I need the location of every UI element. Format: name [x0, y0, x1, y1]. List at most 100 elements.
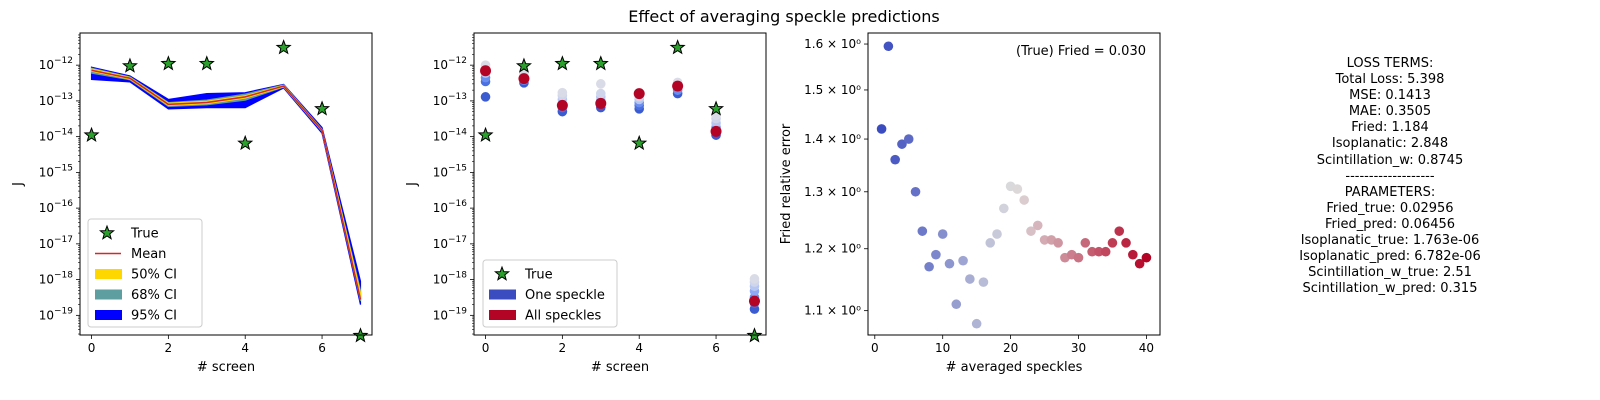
one-speckle-point — [749, 274, 760, 284]
error-point — [931, 249, 941, 260]
all-speckles-point — [518, 73, 530, 85]
y-tick-label: 1.6 × 10⁰ — [804, 37, 861, 51]
legend-ci-swatch — [95, 269, 122, 279]
x-tick-label: 0 — [871, 341, 879, 355]
error-point — [903, 134, 914, 144]
error-point — [890, 154, 900, 165]
true-star — [669, 39, 686, 55]
loss-line: Isoplanatic_true: 1.763e-06 — [1300, 233, 1480, 249]
all-speckles-point — [672, 80, 684, 92]
true-star — [515, 57, 532, 73]
loss-line: Scintillation_w_pred: 0.315 — [1302, 281, 1478, 297]
legend-label: True — [524, 268, 553, 283]
all-speckles-point — [748, 295, 760, 307]
y-tick-label: 1.4 × 10⁰ — [804, 132, 861, 146]
error-point — [1080, 238, 1091, 248]
y-tick-label: 10−13 — [433, 92, 467, 108]
legend-label: 95% CI — [131, 309, 177, 324]
loss-line: ------------------- — [1345, 168, 1435, 184]
error-point — [985, 238, 996, 248]
y-tick-label: 10−14 — [39, 128, 74, 144]
error-point — [1087, 246, 1097, 257]
error-point — [1128, 249, 1138, 260]
one-speckle-point — [557, 87, 568, 98]
error-point — [1114, 226, 1125, 236]
true-star — [631, 134, 648, 151]
x-axis-label: # averaged speckles — [946, 360, 1083, 375]
error-point — [1032, 220, 1043, 231]
legend-swatch — [489, 289, 516, 300]
x-tick-label: 4 — [241, 341, 249, 355]
error-point — [1100, 246, 1111, 257]
y-tick-label: 10−16 — [433, 199, 468, 215]
error-point — [992, 229, 1002, 239]
legend-box — [482, 259, 618, 328]
x-tick-label: 2 — [165, 341, 173, 355]
error-point — [917, 226, 928, 236]
legend-label: 68% CI — [131, 288, 177, 303]
loss-line: Total Loss: 5.398 — [1335, 72, 1445, 88]
chart-panel-1: 10−12 10−13 10−14 10−15 10−16 10−17 10−18 10−19… — [11, 32, 373, 375]
y-tick-label: 1.5 × 10⁰ — [804, 83, 861, 97]
one-speckle-point — [595, 88, 606, 99]
loss-terms-panel: LOSS TERMS: Total Loss: 5.398 MSE: 0.1413 M… — [1240, 56, 1540, 297]
x-axis-label: # screen — [591, 360, 649, 375]
x-tick-label: 40 — [1139, 341, 1154, 355]
legend-label: All speckles — [525, 309, 602, 324]
loss-line: Fried_pred: 0.06456 — [1324, 216, 1456, 232]
axes-frame — [473, 32, 767, 336]
chart-panel-3: 1.1 × 10⁰ 1.2 × 10⁰ 1.3 × 10⁰ 1.4 × 10⁰ 1.5 … — [779, 32, 1161, 375]
y-axis-label: Fried relative error — [779, 123, 794, 244]
error-point — [924, 261, 934, 272]
legend-ci-swatch — [95, 289, 122, 300]
true-star — [237, 134, 254, 151]
ci95-band — [90, 66, 362, 305]
one-speckle-point — [595, 79, 606, 89]
error-point — [958, 255, 968, 266]
error-point — [1012, 184, 1023, 194]
true-star — [198, 55, 215, 71]
y-tick-label: 10−14 — [433, 128, 468, 144]
x-tick-label: 0 — [482, 341, 490, 355]
x-tick-label: 6 — [712, 341, 720, 355]
y-tick-label: 10−13 — [39, 92, 73, 108]
x-tick-label: 2 — [559, 341, 567, 355]
y-tick-label: 10−12 — [39, 56, 73, 72]
chart-panel-2: 10−12 10−13 10−14 10−15 10−16 10−17 10−18 10−19… — [405, 32, 767, 375]
error-point — [1094, 246, 1104, 257]
x-tick-label: 4 — [635, 341, 643, 355]
loss-line: Isoplanatic_pred: 6.782e-06 — [1299, 249, 1481, 265]
all-speckles-point — [710, 125, 722, 137]
y-axis-label: J — [11, 182, 26, 187]
y-tick-label: 10−19 — [39, 306, 74, 322]
true-star — [592, 55, 609, 71]
true-star — [477, 126, 494, 142]
error-point — [1039, 235, 1050, 245]
legend-swatch — [489, 310, 516, 320]
y-tick-label: 10−17 — [433, 235, 467, 251]
all-speckles-point — [480, 65, 492, 77]
y-tick-label: 10−15 — [433, 163, 467, 179]
true-star — [708, 100, 725, 116]
error-point — [1019, 195, 1029, 205]
x-tick-label: 20 — [1003, 341, 1018, 355]
axes-frame — [79, 32, 373, 336]
error-point — [999, 203, 1009, 214]
y-tick-label: 10−18 — [433, 271, 468, 287]
true-star — [314, 100, 331, 116]
fried-annotation: (True) Fried = 0.030 — [1016, 44, 1146, 59]
y-tick-label: 1.1 × 10⁰ — [804, 304, 861, 318]
error-point — [910, 186, 921, 197]
x-tick-label: 10 — [935, 341, 950, 355]
error-point — [1134, 258, 1145, 269]
y-tick-label: 10−18 — [39, 271, 74, 287]
legend-label: True — [130, 227, 159, 242]
loss-line: MSE: 0.1413 — [1349, 88, 1431, 104]
error-point — [1107, 238, 1118, 248]
error-point — [1141, 252, 1152, 263]
error-point — [1053, 238, 1063, 248]
true-star — [160, 55, 177, 71]
y-axis-label: J — [405, 182, 420, 187]
loss-line: Isoplanatic: 2.848 — [1331, 136, 1449, 152]
